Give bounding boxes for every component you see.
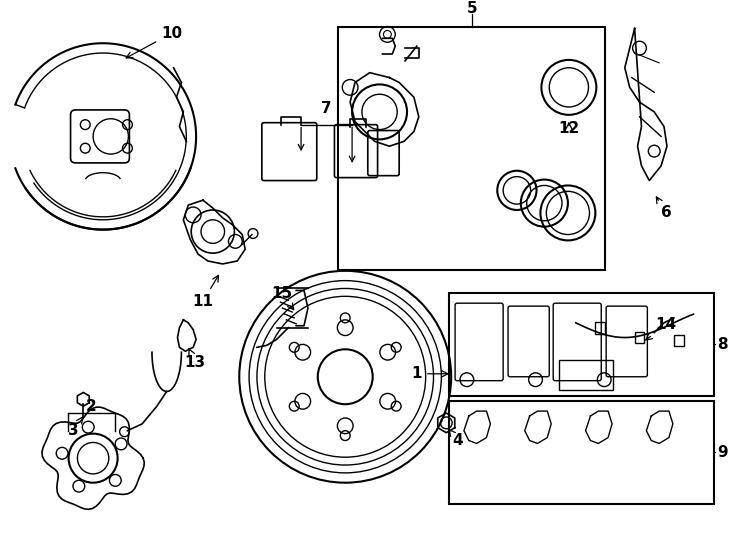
Text: 3: 3 (68, 417, 82, 438)
Text: 12: 12 (559, 121, 580, 136)
Bar (674, 335, 683, 346)
Circle shape (115, 438, 127, 450)
Text: 8: 8 (718, 337, 728, 352)
Circle shape (109, 475, 121, 486)
Text: 5: 5 (466, 2, 477, 16)
Text: 14: 14 (646, 318, 677, 340)
Bar (338, 26, 605, 270)
Bar (559, 360, 613, 389)
Bar (635, 332, 644, 343)
Bar (449, 401, 714, 504)
Circle shape (82, 421, 94, 433)
Circle shape (57, 447, 68, 459)
Text: 9: 9 (718, 445, 728, 460)
Bar (449, 293, 714, 396)
Text: 1: 1 (412, 366, 448, 381)
Text: 11: 11 (192, 275, 219, 309)
Text: 10: 10 (126, 26, 182, 58)
Text: 13: 13 (184, 349, 206, 369)
Text: 4: 4 (449, 430, 463, 448)
Text: 2: 2 (86, 399, 97, 414)
Text: 15: 15 (271, 286, 294, 309)
Text: 7: 7 (321, 102, 332, 117)
Bar (595, 322, 605, 334)
Circle shape (73, 480, 84, 492)
Text: 6: 6 (656, 197, 672, 220)
